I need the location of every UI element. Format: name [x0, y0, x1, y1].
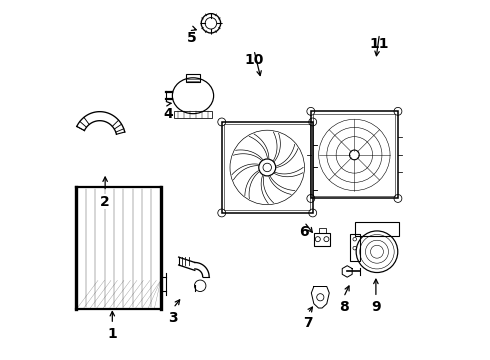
Bar	[313, 114, 395, 196]
Bar	[224, 125, 310, 211]
Text: 9: 9	[371, 300, 381, 314]
Text: 7: 7	[303, 316, 313, 330]
Text: 5: 5	[187, 31, 197, 45]
Text: 6: 6	[299, 225, 309, 239]
Text: 10: 10	[245, 53, 264, 67]
Bar	[311, 111, 398, 198]
Text: 11: 11	[370, 37, 389, 51]
Text: 3: 3	[169, 311, 178, 325]
Bar	[314, 233, 330, 246]
Bar	[318, 228, 326, 233]
Text: 8: 8	[339, 300, 348, 314]
Bar	[186, 74, 200, 82]
Bar	[174, 111, 212, 118]
Text: 2: 2	[100, 194, 110, 208]
Text: 4: 4	[163, 107, 173, 121]
Bar	[222, 122, 313, 213]
Bar	[350, 234, 360, 261]
Bar	[355, 222, 399, 235]
Text: 1: 1	[107, 327, 117, 341]
